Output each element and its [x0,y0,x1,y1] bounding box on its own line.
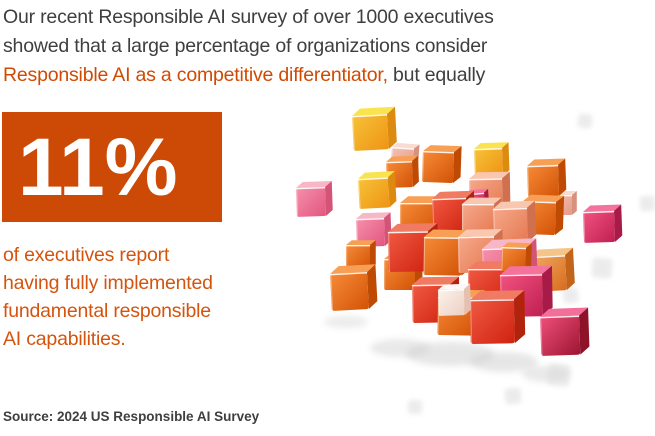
headline-line2: showed that a large percentage of organi… [3,35,488,57]
headline-line3-rest: but equally [387,64,486,86]
cubes-3d-illustration [295,106,655,415]
caption-line: of executives report [3,244,170,266]
caption-line: AI capabilities. [3,328,126,350]
headline-highlight: Responsible AI as a competitive differen… [3,64,388,86]
headline: Our recent Responsible AI survey of over… [3,3,648,90]
stat-box: 11% [2,112,222,222]
headline-line1: Our recent Responsible AI survey of over… [3,6,494,28]
source-note: Source: 2024 US Responsible AI Survey [3,409,260,424]
caption-line: fundamental responsible [3,300,211,322]
stat-caption: of executives report having fully implem… [3,241,213,353]
stat-value: 11% [18,122,178,213]
caption-line: having fully implemented [3,272,213,294]
